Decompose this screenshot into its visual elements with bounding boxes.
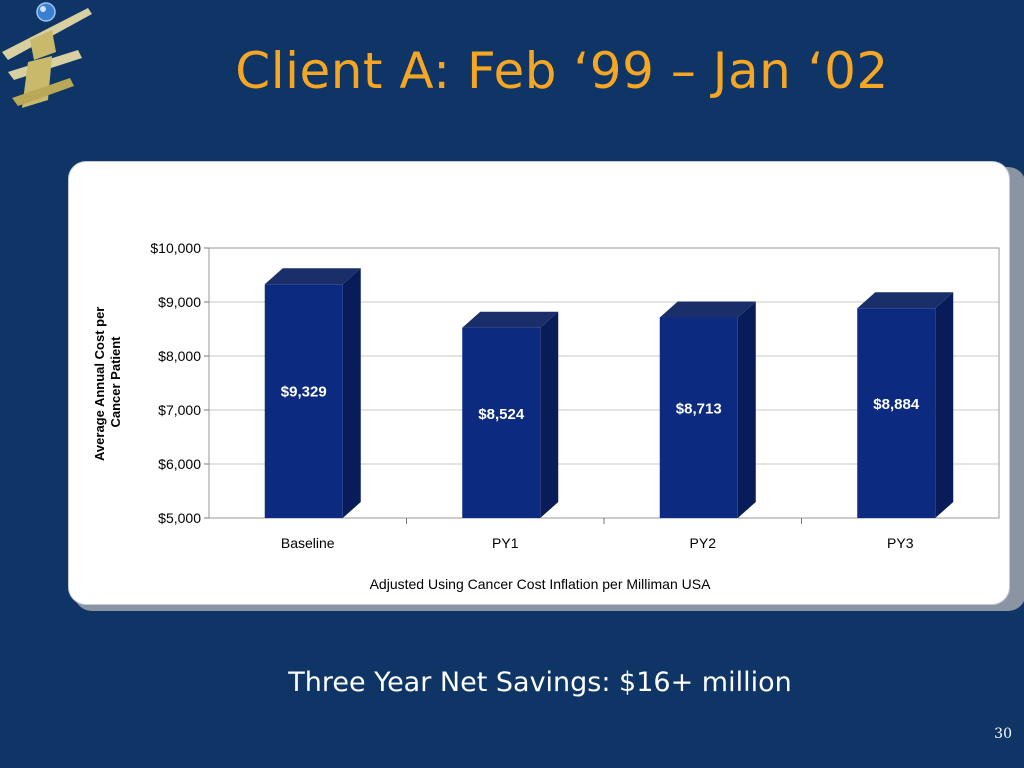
bar-baseline: $9,329	[264, 268, 361, 518]
bar-side	[737, 301, 756, 518]
y-axis-title: Average Annual Cost per Cancer Patient	[92, 303, 123, 461]
figure-globe-logo-icon	[2, 2, 92, 108]
page-number: 30	[994, 726, 1012, 742]
data-label: $8,884	[873, 396, 920, 413]
bar-py1: $8,524	[462, 311, 559, 518]
y-axis-tick-labels: $5,000 $6,000 $7,000 $8,000 $9,000 $10,000	[150, 240, 209, 526]
data-label: $9,329	[281, 383, 327, 400]
x-tick-label: PY3	[887, 535, 914, 551]
bar-front	[264, 284, 343, 518]
data-label: $8,713	[676, 401, 722, 418]
data-label: $8,524	[478, 406, 525, 423]
bar-top	[857, 292, 954, 309]
x-tick-label: Baseline	[281, 535, 335, 551]
bar-top	[462, 311, 559, 328]
y-tick-label: $6,000	[158, 456, 201, 472]
bar-top	[264, 268, 361, 285]
bar-py3: $8,884	[857, 292, 954, 518]
bar-front	[659, 317, 738, 518]
y-tick-label: $9,000	[158, 294, 201, 310]
bar-side	[342, 268, 361, 518]
y-tick-label: $10,000	[150, 240, 201, 256]
x-axis-title: Adjusted Using Cancer Cost Inflation per…	[370, 576, 711, 592]
savings-summary: Three Year Net Savings: $16+ million	[288, 667, 792, 698]
bar-top	[659, 301, 756, 318]
chart-panel: $5,000 $6,000 $7,000 $8,000 $9,000 $10,000 $9…	[68, 161, 1010, 605]
bar-side	[935, 292, 954, 518]
x-axis-tick-labels: Baseline PY1 PY2 PY3	[281, 518, 914, 551]
bars: $9,329 $8,524 $8,713 $8,884	[264, 268, 954, 518]
y-tick-label: $5,000	[158, 510, 201, 526]
bar-py2: $8,713	[659, 301, 756, 518]
bar-front	[462, 327, 541, 518]
x-tick-label: PY2	[690, 535, 717, 551]
bar-chart: $5,000 $6,000 $7,000 $8,000 $9,000 $10,000 $9…	[92, 240, 1000, 592]
slide-title: Client A: Feb ‘99 – Jan ‘02	[235, 42, 889, 100]
y-tick-label: $8,000	[158, 348, 201, 364]
y-tick-label: $7,000	[158, 402, 201, 418]
x-tick-label: PY1	[492, 535, 519, 551]
bar-front	[857, 308, 936, 518]
bar-side	[540, 311, 559, 518]
